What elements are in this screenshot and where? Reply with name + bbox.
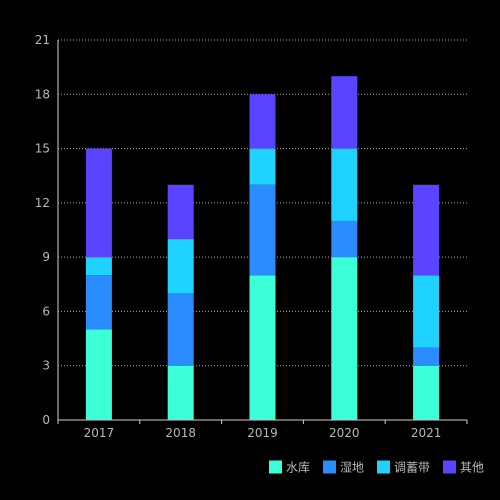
bar-segment (413, 347, 440, 366)
y-tick-label: 3 (42, 359, 50, 373)
y-tick-label: 18 (35, 87, 50, 101)
legend-label: 其他 (460, 461, 484, 475)
bar-segment (331, 220, 358, 258)
legend-label: 水库 (286, 460, 310, 475)
y-tick-labels: 0 3 6 9 12 15 18 21 (35, 33, 50, 427)
bar-segment (167, 184, 194, 240)
y-tick-label: 12 (35, 196, 50, 210)
bar-segment (249, 148, 276, 185)
bar-segment (331, 148, 358, 221)
x-tick-label: 2017 (84, 426, 115, 440)
x-tick-label: 2020 (329, 426, 360, 440)
bar-segment (85, 148, 112, 258)
legend-swatch (377, 460, 390, 474)
y-tick-label: 9 (42, 250, 50, 264)
y-tick-label: 15 (35, 142, 50, 156)
legend-swatch (443, 460, 456, 474)
y-tick-label: 0 (42, 413, 50, 427)
bar-segment (167, 365, 194, 420)
bar-segment (85, 329, 112, 420)
bar-segment (249, 275, 276, 420)
legend-swatch (323, 460, 336, 474)
bars (85, 76, 440, 420)
bar-segment (249, 94, 276, 149)
bar-segment (413, 365, 440, 420)
x-tick-label: 2021 (411, 426, 442, 440)
bar-segment (331, 257, 358, 420)
bar-segment (167, 293, 194, 366)
bar-segment (413, 184, 440, 276)
legend-label: 湿地 (340, 460, 364, 475)
legend-item[interactable]: 调蓄带 (377, 460, 430, 475)
legend: 水库 湿地 调蓄带 其他 (269, 460, 484, 475)
bar-segment (413, 275, 440, 348)
bar-segment (331, 76, 358, 149)
legend-label: 调蓄带 (394, 461, 430, 475)
bar-segment (249, 184, 276, 276)
bar-segment (85, 275, 112, 330)
x-tick-label: 2018 (165, 426, 196, 440)
y-tick-label: 6 (42, 304, 50, 318)
x-tick-labels: 2017 2018 2019 2020 2021 (84, 426, 442, 440)
legend-swatch (269, 460, 282, 474)
legend-item[interactable]: 湿地 (323, 460, 364, 475)
bar-segment (85, 257, 112, 276)
x-tick-label: 2019 (247, 426, 278, 440)
legend-item[interactable]: 其他 (443, 460, 484, 475)
y-tick-label: 21 (35, 33, 50, 47)
bar-segment (167, 239, 194, 294)
legend-item[interactable]: 水库 (269, 460, 310, 475)
